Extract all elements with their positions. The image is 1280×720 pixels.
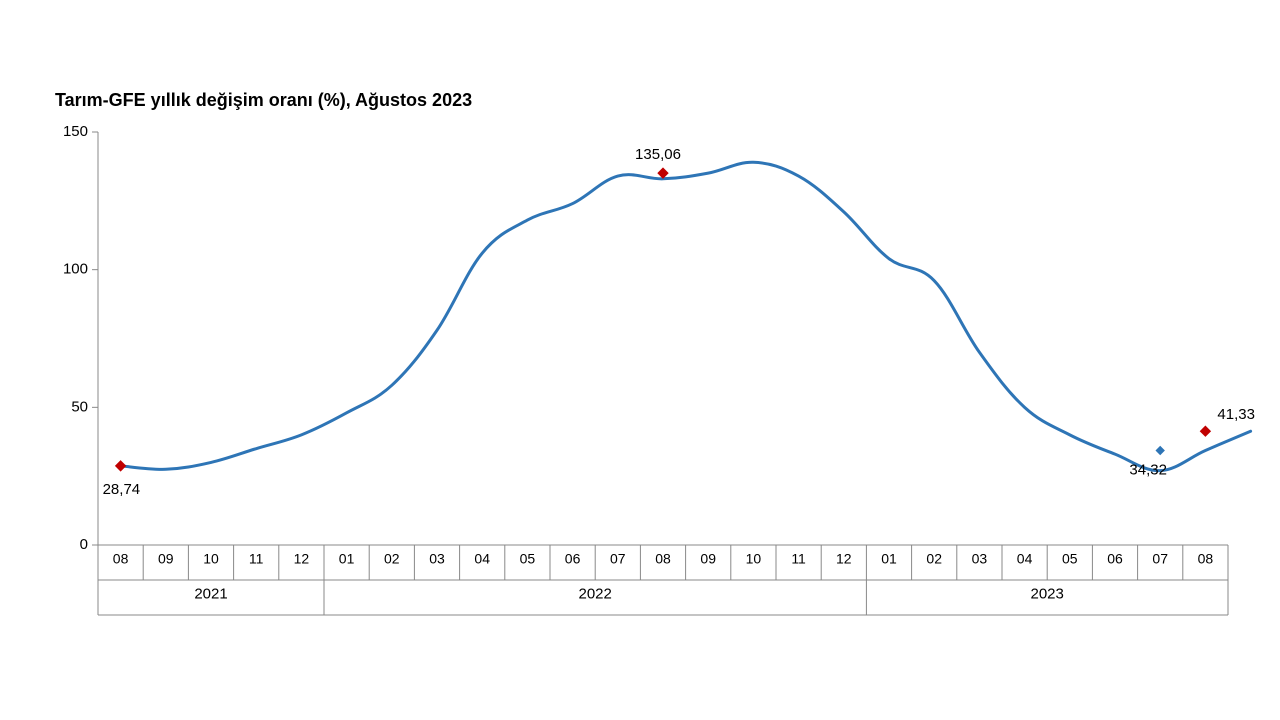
line-chart: 0501001500809101112010203040506070809101…: [0, 0, 1280, 720]
svg-text:150: 150: [63, 123, 88, 140]
svg-text:01: 01: [881, 550, 897, 566]
chart-container: Tarım-GFE yıllık değişim oranı (%), Ağus…: [0, 0, 1280, 720]
svg-text:08: 08: [1198, 550, 1214, 566]
svg-text:03: 03: [429, 550, 445, 566]
svg-text:06: 06: [565, 550, 581, 566]
svg-text:2022: 2022: [579, 585, 612, 602]
svg-text:08: 08: [113, 550, 129, 566]
svg-text:02: 02: [384, 550, 400, 566]
svg-text:09: 09: [158, 550, 174, 566]
svg-text:07: 07: [1152, 550, 1168, 566]
svg-text:04: 04: [474, 550, 490, 566]
svg-text:50: 50: [71, 398, 88, 415]
svg-text:09: 09: [700, 550, 716, 566]
svg-text:05: 05: [520, 550, 536, 566]
svg-text:2023: 2023: [1031, 585, 1064, 602]
svg-text:2021: 2021: [194, 585, 227, 602]
svg-text:10: 10: [203, 550, 219, 566]
svg-text:0: 0: [80, 536, 88, 553]
svg-text:41,33: 41,33: [1217, 406, 1255, 423]
svg-text:05: 05: [1062, 550, 1078, 566]
svg-text:04: 04: [1017, 550, 1033, 566]
svg-text:11: 11: [791, 550, 806, 566]
svg-text:28,74: 28,74: [103, 481, 141, 498]
svg-text:02: 02: [926, 550, 942, 566]
svg-text:100: 100: [63, 261, 88, 278]
svg-text:08: 08: [655, 550, 671, 566]
svg-text:34,32: 34,32: [1129, 462, 1167, 479]
svg-text:12: 12: [294, 550, 310, 566]
svg-text:135,06: 135,06: [635, 146, 681, 163]
svg-text:07: 07: [610, 550, 626, 566]
svg-text:11: 11: [249, 550, 264, 566]
svg-text:03: 03: [972, 550, 988, 566]
svg-text:06: 06: [1107, 550, 1123, 566]
svg-text:12: 12: [836, 550, 852, 566]
svg-text:01: 01: [339, 550, 355, 566]
svg-text:10: 10: [746, 550, 762, 566]
